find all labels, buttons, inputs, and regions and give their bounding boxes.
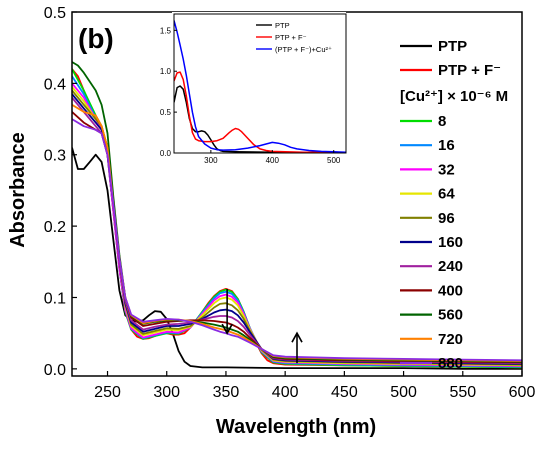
- x-axis-title: Wavelength (nm): [216, 416, 376, 438]
- arrow-down-head: [221, 323, 233, 335]
- inset-legend-label-1: PTP: [275, 21, 290, 30]
- series-line-1: [72, 147, 522, 370]
- y-tick-label: 0.0: [44, 362, 66, 379]
- inset-x-tick-label: 300: [204, 156, 218, 165]
- legend-label-2: PTP + F⁻: [438, 62, 501, 79]
- inset-legend-label-3: (PTP + F⁻)+Cu²⁺: [275, 45, 332, 54]
- x-tick-label: 500: [390, 384, 417, 401]
- inset-chart: 300 400 500 0.0 0.5 1.0 1.5 PTP PTP + F⁻ (PTP + …: [160, 12, 347, 165]
- y-tick-label: 0.3: [44, 148, 66, 165]
- inset-series-line-1: [174, 85, 346, 153]
- legend-label-3: 8: [438, 113, 446, 130]
- y-tick-label: 0.4: [44, 76, 66, 93]
- inset-axes-layer: 300 400 500 0.0 0.5 1.0 1.5: [160, 13, 347, 165]
- x-tick-label: 300: [153, 384, 180, 401]
- panel-label: (b): [78, 23, 114, 54]
- main-series-layer: [72, 61, 522, 370]
- inset-y-tick-label: 0.5: [160, 108, 172, 117]
- legend-label-10: 400: [438, 282, 463, 299]
- inset-series-layer: [174, 20, 346, 153]
- y-tick-label: 0.5: [44, 5, 66, 22]
- y-tick-label: 0.1: [44, 290, 66, 307]
- legend-label-13: 880: [438, 355, 463, 372]
- x-tick-label: 550: [449, 384, 476, 401]
- inset-series-line-3: [174, 20, 346, 153]
- legend-label-9: 240: [438, 258, 463, 275]
- legend-label-11: 560: [438, 307, 463, 324]
- x-tick-label: 600: [509, 384, 536, 401]
- x-tick-label: 450: [331, 384, 358, 401]
- legend-label-6: 64: [438, 186, 455, 203]
- legend-label-7: 96: [438, 210, 455, 227]
- inset-legend-label-2: PTP + F⁻: [275, 33, 307, 42]
- inset-y-tick-label: 1.0: [160, 67, 172, 76]
- inset-legend: PTP PTP + F⁻ (PTP + F⁻)+Cu²⁺: [256, 21, 332, 54]
- legend-label-5: 32: [438, 161, 455, 178]
- inset-y-tick-label: 0.0: [160, 149, 172, 158]
- inset-x-tick-label: 400: [266, 156, 280, 165]
- inset-x-tick-label: 500: [327, 156, 341, 165]
- x-tick-label: 250: [94, 384, 121, 401]
- inset-series-line-2: [174, 71, 346, 153]
- legend-label-4: 16: [438, 137, 455, 154]
- x-tick-label: 350: [213, 384, 240, 401]
- legend-label-1: PTP: [438, 38, 467, 55]
- inset-y-tick-label: 1.5: [160, 26, 172, 35]
- main-annotations-layer: [221, 288, 303, 364]
- legend-header: [Cu²⁺] × 10⁻⁶ M: [400, 88, 508, 105]
- main-axes-layer: 250 300 350 400 450 500 550 600 0.0 0.1 0.2 0.3 0.4 0…: [44, 5, 536, 401]
- arrow-up-head: [291, 331, 303, 343]
- main-legend: PTP PTP + F⁻ [Cu²⁺] × 10⁻⁶ M 8 16 32 64 96 160 24…: [400, 38, 508, 372]
- y-tick-label: 0.2: [44, 219, 66, 236]
- legend-label-8: 160: [438, 234, 463, 251]
- x-tick-label: 400: [272, 384, 299, 401]
- inset-frame: [173, 13, 347, 154]
- series-line-13: [72, 118, 522, 362]
- y-axis-title: Absorbance: [7, 132, 29, 248]
- legend-label-12: 720: [438, 331, 463, 348]
